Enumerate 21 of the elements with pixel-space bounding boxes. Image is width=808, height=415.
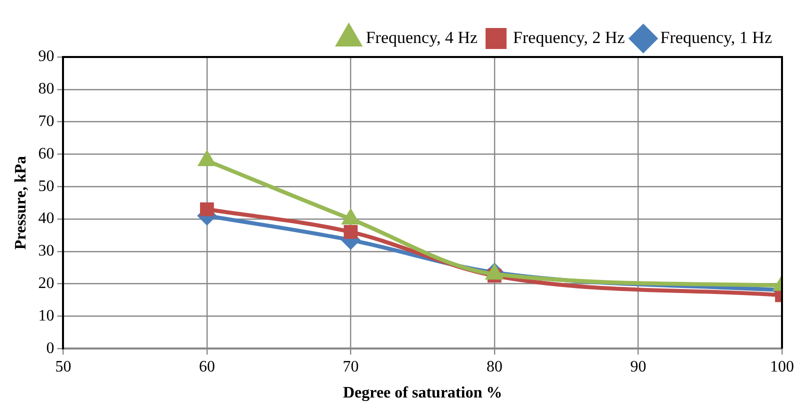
legend-label: Frequency, 4 Hz [366, 28, 478, 47]
x-tick-label: 50 [55, 358, 72, 376]
y-tick-label: 30 [38, 242, 54, 260]
y-tick-label: 90 [38, 48, 54, 66]
y-tick-label: 80 [38, 80, 54, 98]
y-tick-label: 40 [38, 210, 54, 228]
legend-label: Frequency, 1 Hz [660, 28, 772, 47]
legend-label: Frequency, 2 Hz [513, 28, 626, 47]
y-tick-label: 70 [38, 113, 54, 130]
y-tick-label: 0 [46, 340, 54, 357]
x-tick-label: 80 [486, 358, 502, 376]
y-axis-title: Pressure, kPa [12, 156, 30, 250]
x-tick-label: 100 [770, 358, 794, 376]
x-axis-title: Degree of saturation % [342, 384, 502, 402]
x-tick-label: 60 [198, 358, 215, 376]
y-tick-label: 60 [38, 145, 54, 162]
x-tick-label: 90 [630, 358, 646, 376]
y-tick-label: 20 [38, 275, 54, 292]
y-tick-label: 50 [38, 178, 54, 195]
x-tick-label: 70 [342, 358, 359, 376]
y-tick-label: 10 [38, 307, 54, 324]
